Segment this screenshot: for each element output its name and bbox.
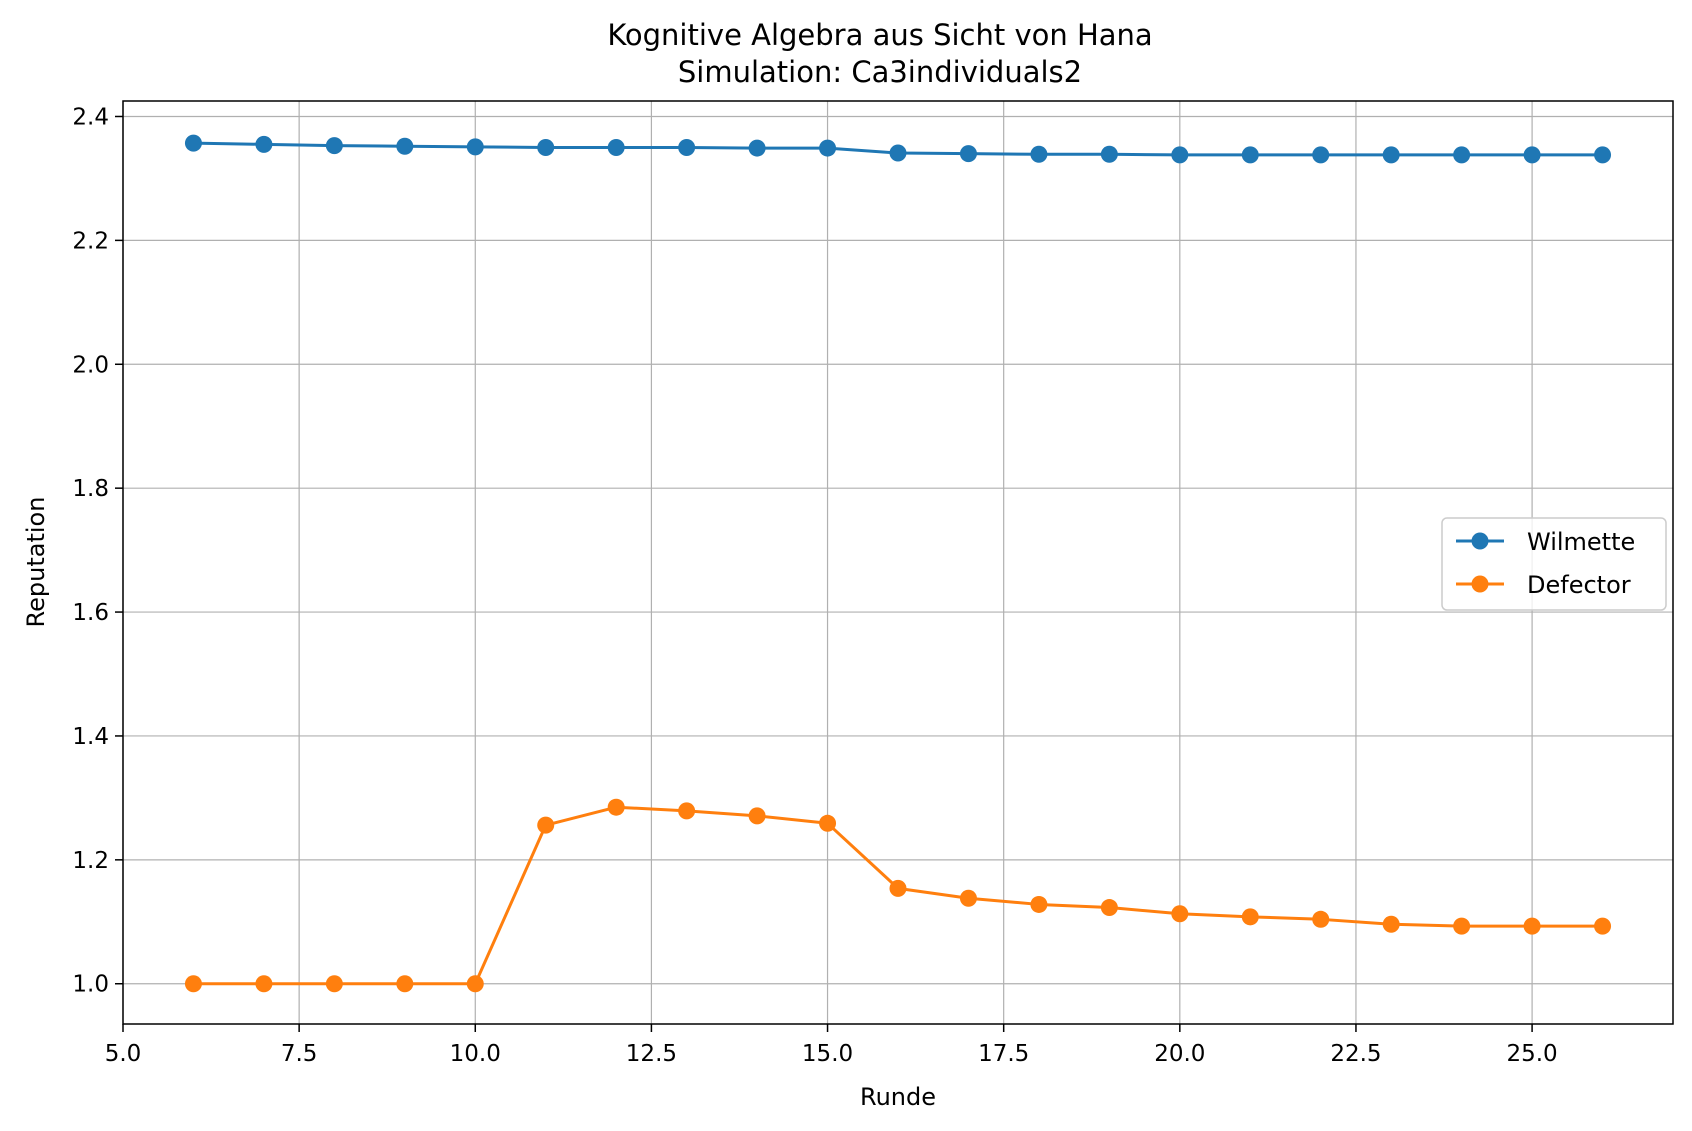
- x-tick-label: 25.0: [1506, 1041, 1557, 1067]
- data-point-wilmette: [325, 137, 343, 155]
- legend: Wilmette Defector: [1441, 517, 1667, 611]
- data-point-defector: [1100, 899, 1118, 917]
- data-point-wilmette: [1241, 146, 1259, 164]
- y-axis-label: Reputation: [22, 497, 50, 628]
- x-tick-label: 12.5: [626, 1041, 677, 1067]
- data-point-wilmette: [1030, 145, 1048, 163]
- legend-marker-wilmette: [1471, 532, 1489, 550]
- data-point-wilmette: [819, 139, 837, 157]
- y-tick-label: 1.0: [72, 972, 109, 998]
- plot-frame: [122, 100, 1674, 1025]
- chart-subtitle: Simulation: Ca3individuals2: [678, 55, 1082, 89]
- y-tick-label: 1.6: [72, 600, 109, 626]
- series-defector: [184, 798, 1612, 993]
- chart-title: Kognitive Algebra aus Sicht von Hana: [607, 18, 1152, 52]
- data-point-defector: [1171, 905, 1189, 923]
- data-point-defector: [1030, 895, 1048, 913]
- data-point-wilmette: [184, 134, 202, 152]
- data-point-defector: [607, 798, 625, 816]
- legend-label-wilmette: Wilmette: [1527, 528, 1635, 556]
- y-tick-label: 2.2: [72, 228, 109, 254]
- data-point-defector: [1312, 910, 1330, 928]
- data-point-wilmette: [396, 137, 414, 155]
- data-point-defector: [1453, 917, 1471, 935]
- axis-ticks: 5.0 7.5 10.0 12.5 15.0 17.5 20.0 22.5 25.0 1.0 1.2…: [72, 104, 1557, 1067]
- data-point-wilmette: [1171, 146, 1189, 164]
- data-point-wilmette: [1382, 146, 1400, 164]
- data-point-wilmette: [748, 139, 766, 157]
- x-axis-label: Runde: [860, 1083, 936, 1111]
- data-point-wilmette: [1312, 146, 1330, 164]
- y-tick-label: 1.2: [72, 848, 109, 874]
- plot-series: [184, 134, 1612, 993]
- x-tick-label: 17.5: [978, 1041, 1029, 1067]
- y-tick-label: 1.8: [72, 476, 109, 502]
- data-point-defector: [819, 814, 837, 832]
- data-point-wilmette: [607, 138, 625, 156]
- data-point-defector: [466, 975, 484, 993]
- data-point-wilmette: [1594, 146, 1612, 164]
- data-point-defector: [537, 816, 555, 834]
- data-point-wilmette: [255, 135, 273, 153]
- x-tick-label: 22.5: [1330, 1041, 1381, 1067]
- data-point-defector: [1382, 915, 1400, 933]
- data-point-wilmette: [959, 145, 977, 163]
- x-tick-label: 10.0: [450, 1041, 501, 1067]
- data-point-defector: [748, 807, 766, 825]
- data-point-defector: [678, 802, 696, 820]
- data-point-wilmette: [889, 144, 907, 162]
- data-point-defector: [255, 975, 273, 993]
- data-point-defector: [184, 975, 202, 993]
- data-point-wilmette: [1100, 145, 1118, 163]
- data-point-wilmette: [466, 138, 484, 156]
- legend-label-defector: Defector: [1527, 571, 1631, 599]
- data-point-wilmette: [1523, 146, 1541, 164]
- x-tick-label: 5.0: [105, 1041, 142, 1067]
- grid: [122, 101, 1673, 1024]
- data-point-defector: [1523, 917, 1541, 935]
- legend-marker-defector: [1471, 575, 1489, 593]
- y-tick-label: 1.4: [72, 724, 109, 750]
- x-tick-label: 15.0: [802, 1041, 853, 1067]
- data-point-defector: [396, 975, 414, 993]
- data-point-defector: [889, 879, 907, 897]
- data-point-defector: [959, 889, 977, 907]
- x-tick-label: 7.5: [281, 1041, 318, 1067]
- data-point-wilmette: [1453, 146, 1471, 164]
- y-tick-label: 2.0: [72, 352, 109, 378]
- data-point-defector: [1241, 908, 1259, 926]
- series-wilmette: [184, 134, 1612, 164]
- data-point-wilmette: [678, 138, 696, 156]
- x-tick-label: 20.0: [1154, 1041, 1205, 1067]
- data-point-defector: [325, 975, 343, 993]
- data-point-wilmette: [537, 138, 555, 156]
- data-point-defector: [1594, 917, 1612, 935]
- y-tick-label: 2.4: [72, 104, 109, 130]
